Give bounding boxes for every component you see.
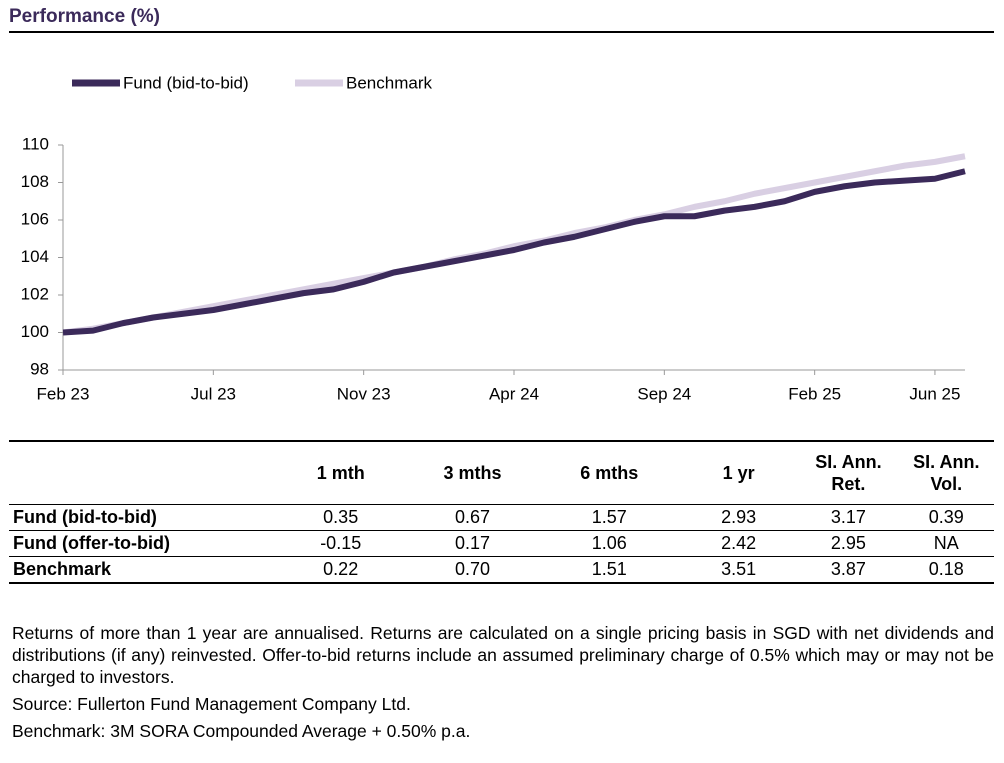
column-header: SI. Ann. Vol. — [898, 440, 994, 505]
column-header: 6 mths — [539, 440, 679, 505]
legend-label: Fund (bid-to-bid) — [123, 73, 249, 92]
table-row: Fund (bid-to-bid) 0.35 0.67 1.57 2.93 3.17 0.3… — [9, 504, 994, 531]
table-cell: 3.51 — [678, 556, 799, 584]
table-cell: 2.93 — [678, 504, 799, 531]
row-label: Fund (bid-to-bid) — [9, 504, 277, 531]
table-cell: 2.95 — [798, 530, 899, 557]
table-cell: 1.57 — [539, 504, 679, 531]
x-tick-label: Feb 23 — [37, 384, 90, 403]
y-tick-label: 108 — [21, 172, 49, 191]
table-row: Fund (offer-to-bid) -0.15 0.17 1.06 2.42 2.95… — [9, 530, 994, 557]
x-tick-label: Nov 23 — [337, 384, 391, 403]
x-tick-label: Sep 24 — [637, 384, 691, 403]
table-cell: 2.42 — [678, 530, 799, 557]
table-cell: -0.15 — [276, 530, 406, 557]
table-cell: 0.70 — [405, 556, 540, 584]
column-header: 1 yr — [678, 440, 799, 505]
x-tick-label: Jun 25 — [909, 384, 960, 403]
performance-table: 1 mth 3 mths 6 mths 1 yr SI. Ann. Ret. SI. An… — [9, 440, 994, 584]
note: Returns of more than 1 year are annualis… — [12, 623, 994, 687]
notes: Returns of more than 1 year are annualis… — [12, 622, 994, 747]
table-header: 1 mth 3 mths 6 mths 1 yr SI. Ann. Ret. SI. An… — [9, 440, 994, 505]
row-label: Fund (offer-to-bid) — [9, 530, 277, 557]
x-tick-label: Feb 25 — [788, 384, 841, 403]
column-header: SI. Ann. Ret. — [798, 440, 899, 505]
column-header: 1 mth — [276, 440, 406, 505]
table-cell: 1.51 — [539, 556, 679, 584]
table-cell: 1.06 — [539, 530, 679, 557]
row-label: Benchmark — [9, 556, 277, 584]
y-tick-label: 100 — [21, 322, 49, 341]
table-cell: 0.35 — [276, 504, 406, 531]
chart: 98 100 102 104 106 108 110 Feb 23 Jul 23 Nov 23 Ap… — [21, 73, 966, 403]
title-rule — [9, 31, 994, 33]
y-tick-label: 104 — [21, 247, 49, 266]
table-row: Benchmark 0.22 0.70 1.51 3.51 3.87 0.18 — [9, 556, 994, 584]
x-tick-label: Jul 23 — [191, 384, 236, 403]
series-line — [62, 153, 966, 336]
y-tick-label: 106 — [21, 209, 49, 228]
note: Benchmark: 3M SORA Compounded Average + … — [12, 721, 471, 741]
series-line — [62, 168, 966, 336]
section-title: Performance (%) — [9, 6, 160, 27]
y-tick-label: 110 — [22, 134, 49, 153]
table-cell: NA — [898, 530, 994, 557]
column-header: 3 mths — [405, 440, 540, 505]
table-cell: 3.17 — [798, 504, 899, 531]
x-tick-label: Apr 24 — [489, 384, 539, 403]
note: Source: Fullerton Fund Management Compan… — [12, 694, 411, 714]
legend-label: Benchmark — [346, 73, 432, 92]
table-cell: 0.39 — [898, 504, 994, 531]
y-tick-label: 98 — [30, 359, 49, 378]
table-cell: 0.67 — [405, 504, 540, 531]
table-cell: 3.87 — [798, 556, 899, 584]
y-tick-label: 102 — [21, 284, 49, 303]
table-cell: 0.22 — [276, 556, 406, 584]
table-cell: 0.17 — [405, 530, 540, 557]
corner — [9, 440, 277, 505]
table-cell: 0.18 — [898, 556, 994, 584]
